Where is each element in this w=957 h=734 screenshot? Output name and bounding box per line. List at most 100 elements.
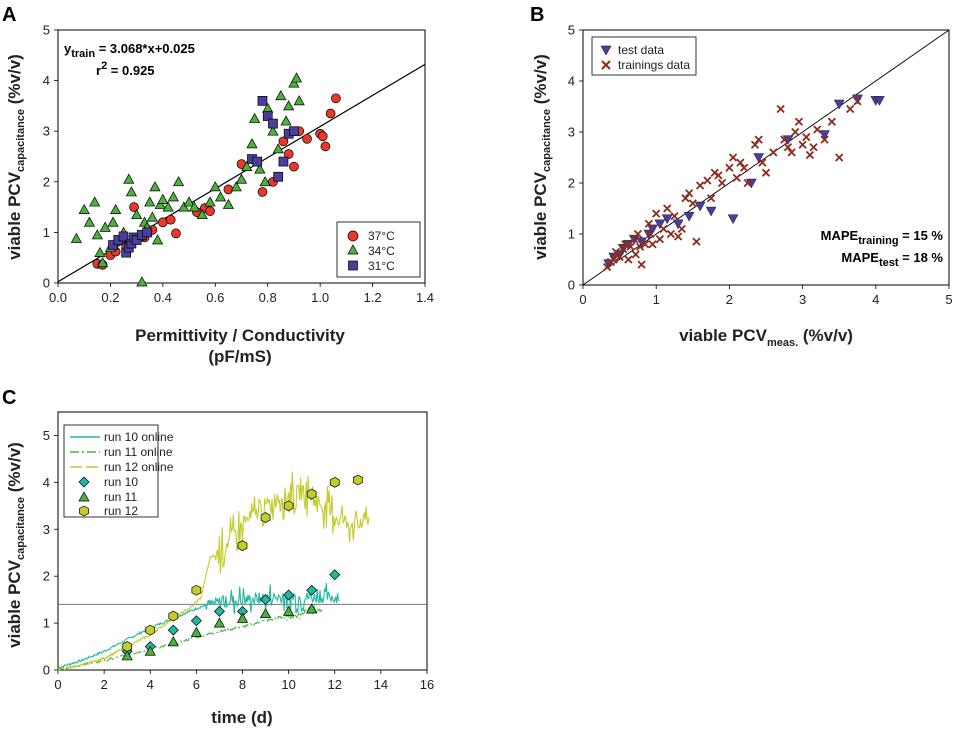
panel-b-point-trainings-data: [758, 158, 767, 167]
panel-a-point-34-c: [91, 229, 103, 240]
panel-a-point-34-c: [209, 181, 221, 192]
panel-a-point-34-c: [136, 276, 148, 287]
panel-b-point-trainings-data: [659, 224, 668, 234]
panel-b-point-trainings-data: [846, 104, 855, 114]
panel-a-point-31-c: [262, 111, 273, 121]
panel-b-xtick-label: 4: [872, 292, 879, 307]
panel-b-point-trainings-data: [670, 212, 679, 221]
panel-b-point-trainings-data: [769, 148, 778, 157]
panel-b-point-trainings-data: [706, 194, 716, 203]
panel-c-point-run-12: [145, 624, 156, 636]
panel-a-point-37-c: [283, 149, 294, 159]
panel-c-point-run-12: [122, 641, 133, 652]
panel-a-point-34-c: [280, 115, 292, 126]
panel-a-point-37-c: [331, 93, 341, 104]
panel-b-point-trainings-data: [688, 199, 697, 208]
legend-label-run10-online: run 10 online: [104, 430, 174, 444]
panel-b-point-trainings-data: [813, 125, 822, 134]
panel-c-point-run-12: [260, 512, 271, 523]
panel-b-point-trainings-data: [674, 232, 683, 241]
panel-c-point-run-10: [190, 615, 202, 627]
panel-c-xtick-label: 12: [328, 677, 342, 692]
panel-c-point-run-12: [329, 476, 340, 488]
panel-b-point-test-data: [647, 224, 658, 235]
panel-a-point-34-c: [275, 90, 287, 101]
panel-b-point-trainings-data: [743, 178, 752, 188]
panel-c-xtick-label: 8: [239, 677, 246, 692]
panel-b-point-trainings-data: [732, 173, 741, 183]
panel-a-xtick-label: 1.2: [364, 290, 382, 305]
panel-a-point-34-c: [188, 201, 200, 212]
panel-b-point-test-data: [694, 201, 706, 212]
panel-b-point-trainings-data: [761, 168, 771, 177]
panel-a-plot: 0.0 0.2 0.4 0.6 0.8 1.0 1.2 1.4 0 1 2 3 4 5: [43, 23, 434, 306]
panel-a-point-34-c: [123, 173, 135, 184]
panel-c-xtick-label: 6: [193, 677, 200, 692]
legend-marker-37c: [347, 230, 359, 242]
panel-a-point-34-c: [144, 196, 156, 207]
legend-marker-run11: [78, 491, 90, 502]
panel-a-point-34-c: [154, 198, 166, 209]
panel-b-ylabel: viable PCVcapacitance (%v/v): [531, 54, 553, 260]
panel-b-point-trainings-data: [619, 245, 628, 254]
legend-label-34c: 34°C: [368, 244, 395, 258]
panel-a-point-31-c: [273, 171, 284, 182]
panel-a-point-34-c: [290, 72, 303, 83]
panel-c-line-run-11-online: [57, 605, 324, 670]
panel-b-xtick-label: 0: [579, 292, 586, 307]
panel-b-point-trainings-data: [820, 135, 829, 144]
panel-a-point-34-c: [246, 138, 258, 149]
panel-a-point-37-c: [325, 108, 336, 119]
panel-b-point-trainings-data: [853, 97, 862, 106]
legend-label-test: test data: [618, 43, 664, 57]
panel-c-ytick-label: 2: [43, 569, 50, 584]
legend-marker-34c: [347, 244, 359, 255]
panel-c-xtick-label: 4: [147, 677, 154, 692]
panel-a-point-37-c: [257, 187, 268, 197]
panel-c-point-run-11: [306, 603, 318, 614]
panel-c-xtick-label: 16: [420, 677, 434, 692]
panel-a-point-34-c: [125, 186, 137, 197]
panel-a-point-34-c: [131, 208, 143, 220]
legend-marker-run10: [78, 476, 90, 488]
panel-c-point-run-12: [283, 500, 294, 512]
panel-a-point-34-c: [230, 181, 242, 192]
panel-a-ytick-label: 5: [43, 23, 50, 38]
panel-b-mape-test: MAPEtest = 18 %: [841, 250, 943, 269]
panel-label-b: B: [530, 4, 544, 26]
panel-c-ytick-label: 1: [43, 616, 50, 631]
legend-label-run12-online: run 12 online: [104, 460, 174, 474]
panel-c-point-run-11: [213, 617, 226, 628]
panel-b-point-trainings-data: [624, 255, 633, 264]
panel-a-point-37-c: [165, 214, 176, 225]
panel-c-point-run-12: [237, 540, 248, 552]
panel-b-point-trainings-data: [717, 178, 727, 188]
panel-b-point-test-data: [727, 214, 739, 225]
legend-marker-31c: [348, 260, 358, 271]
panel-c-point-run-11: [259, 607, 272, 619]
panel-a-point-37-c: [317, 131, 328, 142]
panel-a-point-34-c: [152, 234, 164, 245]
legend-marker-run12: [79, 505, 89, 517]
panel-a-r2: r2 = 0.925: [96, 60, 155, 78]
panel-a-point-34-c: [204, 196, 216, 207]
panel-a-point-34-c: [288, 77, 300, 88]
panel-b-point-trainings-data: [611, 247, 621, 256]
panel-a-point-34-c: [283, 100, 295, 111]
panel-b-point-trainings-data: [652, 209, 661, 218]
panel-a-point-31-c: [118, 231, 129, 242]
panel-c-ytick-label: 5: [43, 428, 50, 443]
panel-b-point-trainings-data: [633, 229, 643, 239]
panel-b-point-test-data: [833, 99, 845, 110]
panel-c-point-run-11: [167, 636, 179, 647]
panel-b-point-trainings-data: [827, 117, 837, 126]
panel-a-point-31-c: [278, 156, 289, 167]
panel-a-point-37-c: [223, 184, 234, 195]
panel-b-point-trainings-data: [644, 219, 654, 228]
panel-b-point-trainings-data: [780, 135, 789, 144]
panel-c-legend: run 10 online run 11 online run 12 onlin…: [63, 424, 174, 518]
panel-a-point-37-c: [171, 228, 181, 239]
panel-b-point-trainings-data: [835, 153, 844, 162]
panel-a-ytick-label: 0: [43, 276, 50, 291]
panel-a-point-37-c: [278, 136, 289, 147]
